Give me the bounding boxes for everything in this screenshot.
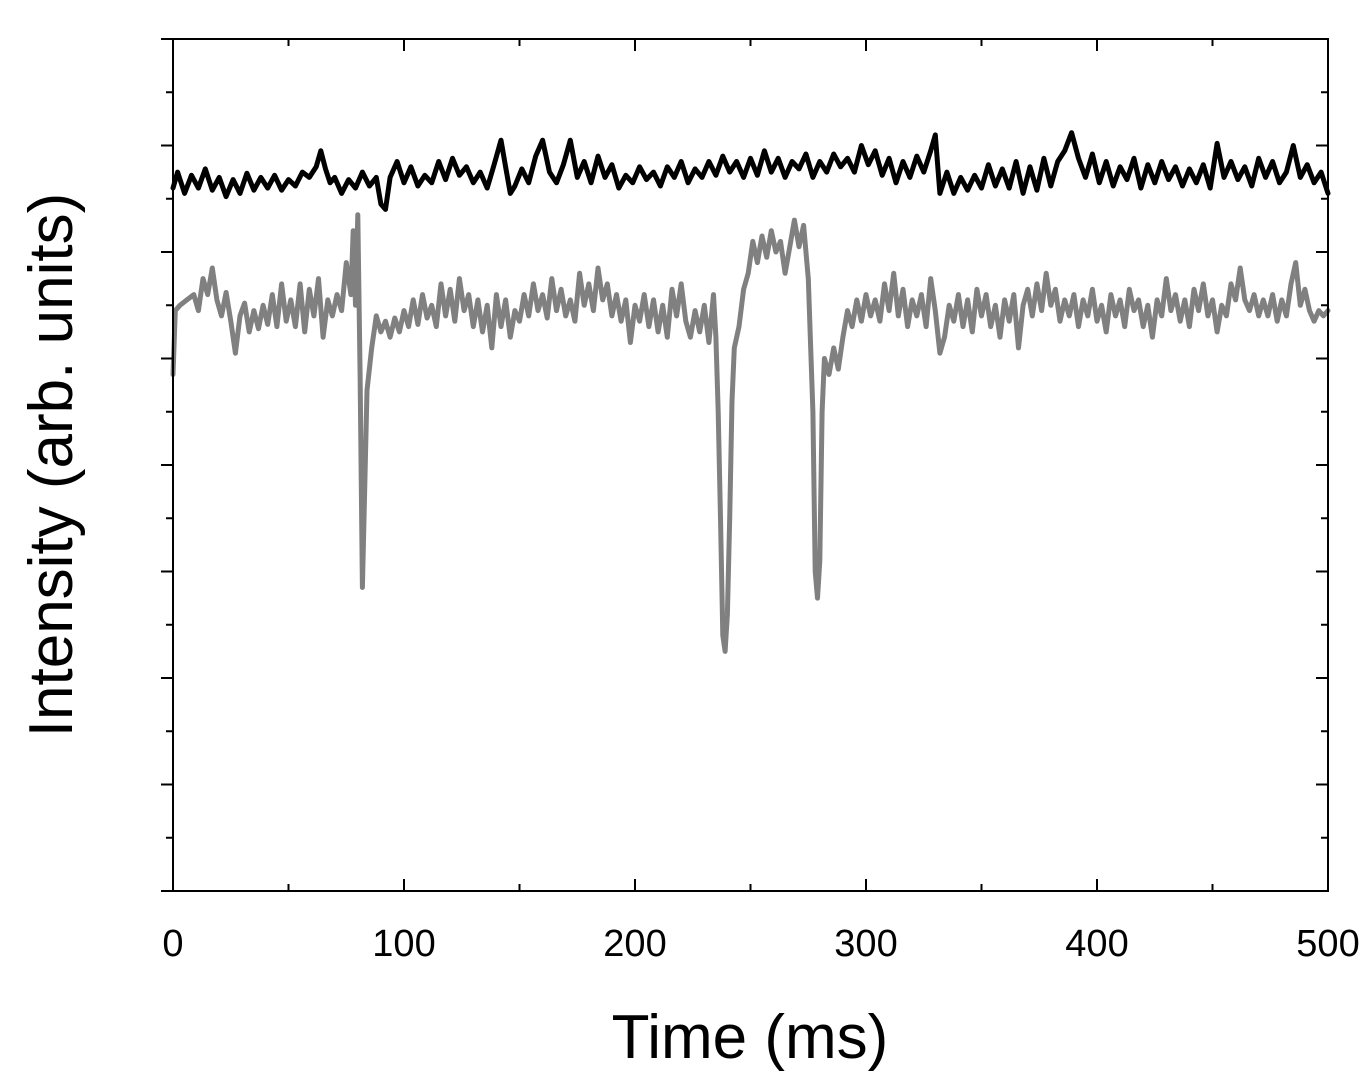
ticks-layer [161,38,1329,892]
x-tick-label: 500 [1296,923,1359,965]
x-tick-label: 200 [603,923,666,965]
x-tick-label: 0 [162,923,183,965]
x-tick-label: 300 [834,923,897,965]
y-axis-label: Intensity (arb. units) [17,193,86,737]
x-tick-label: 100 [372,923,435,965]
x-tick-label: 400 [1065,923,1128,965]
x-tick-labels: 0 100 200 300 400 500 [162,923,1359,965]
plot-frame [172,38,1329,892]
series-layer [170,130,1331,654]
series-line-2 [170,212,1331,654]
series-line-1 [170,130,1331,212]
x-axis-label: Time (ms) [612,1003,889,1072]
